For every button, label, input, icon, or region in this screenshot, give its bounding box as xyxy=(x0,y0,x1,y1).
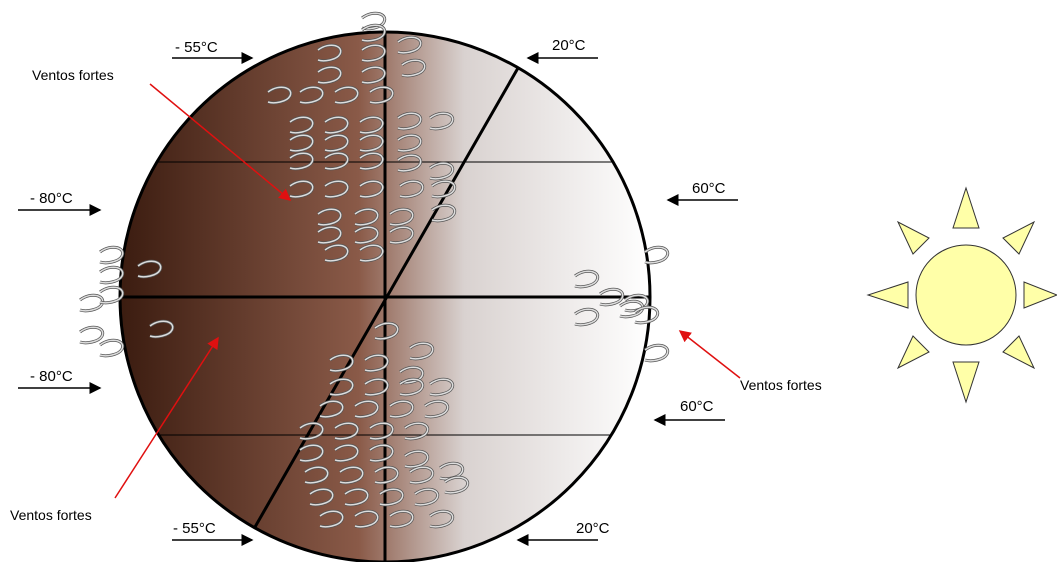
temperature: 20°C xyxy=(576,520,610,537)
annotation: Ventos fortes xyxy=(32,67,114,83)
diagram: - 55°C 20°C - 80°C 60°C - 80°C 60°C - 55… xyxy=(0,0,1057,562)
temperature: 60°C xyxy=(692,180,726,197)
temperature: - 55°C xyxy=(175,39,218,56)
annotation: Ventos fortes xyxy=(10,507,92,523)
temperature: 60°C xyxy=(680,398,714,415)
annotation: Ventos fortes xyxy=(740,377,822,393)
temperature: - 55°C xyxy=(173,520,216,537)
globe xyxy=(100,20,700,562)
temperature: - 80°C xyxy=(30,368,73,385)
sun xyxy=(868,188,1057,402)
pointer xyxy=(680,331,740,378)
temperature: - 80°C xyxy=(30,190,73,207)
temperature: 20°C xyxy=(552,37,586,54)
